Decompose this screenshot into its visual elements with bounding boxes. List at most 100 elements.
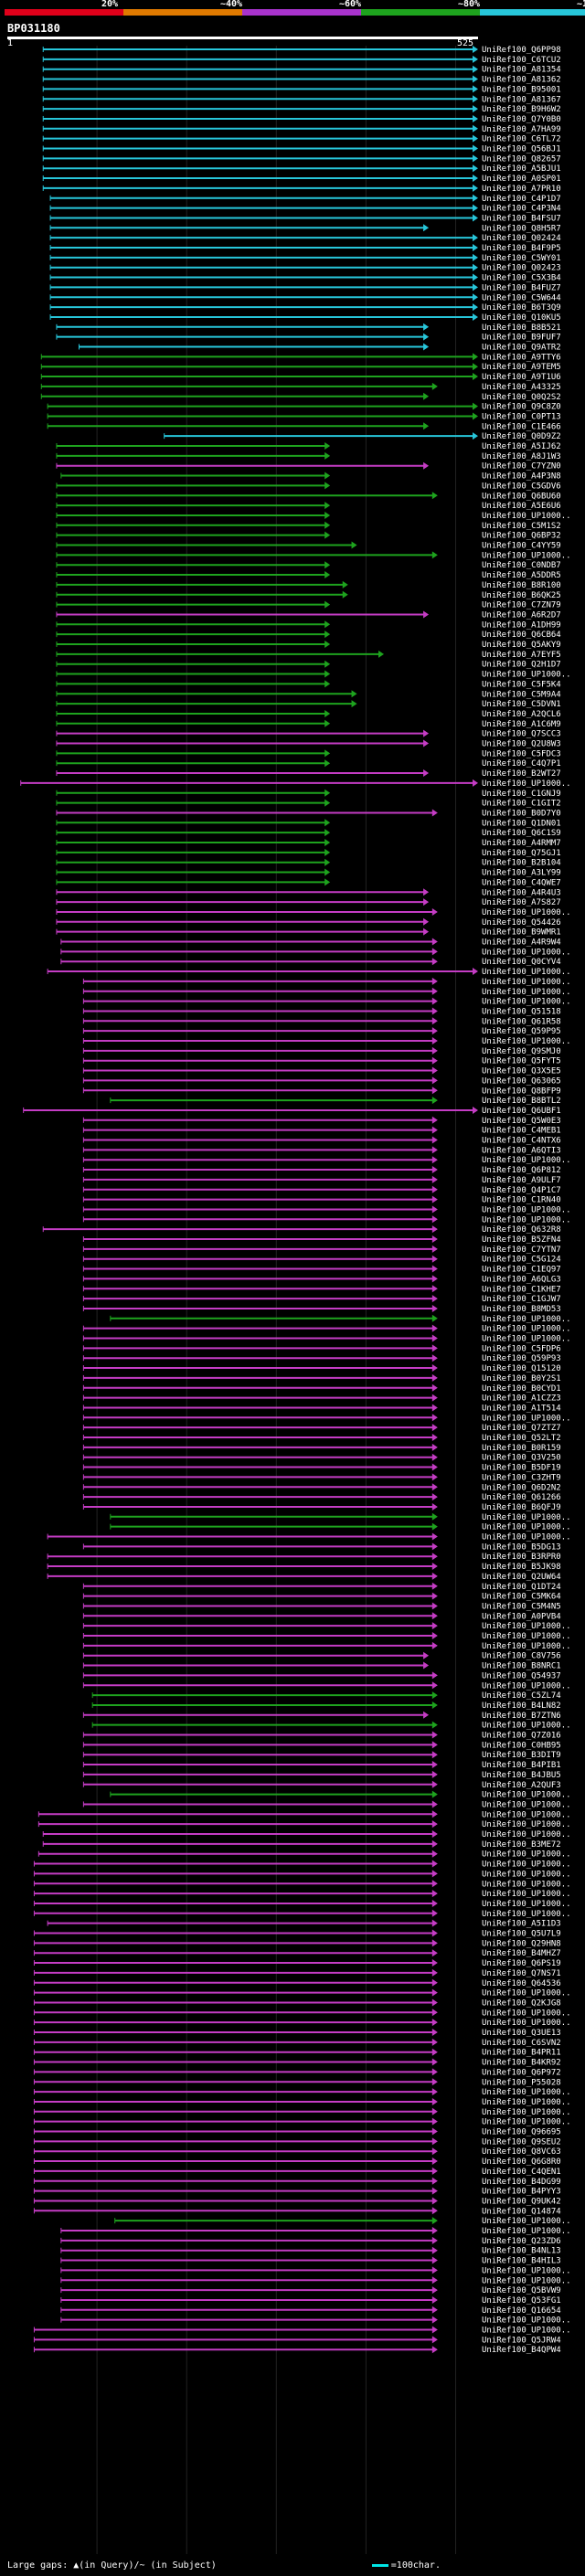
hit-row[interactable]: UniRef100_B6T3Q9 (49, 303, 561, 313)
hit-label[interactable]: UniRef100_C5ZL74 (482, 1691, 561, 1701)
hit-label[interactable]: UniRef100_UP1000.. (482, 1800, 571, 1809)
hit-label[interactable]: UniRef100_Q6PP98 (482, 46, 561, 55)
hit-row[interactable]: UniRef100_C7YZN0 (56, 461, 561, 472)
hit-label[interactable]: UniRef100_UP1000.. (482, 2088, 571, 2097)
hit-row[interactable]: UniRef100_B4PR11 (33, 2048, 561, 2058)
hit-label[interactable]: UniRef100_C5M4N5 (482, 1602, 561, 1611)
hit-row[interactable]: UniRef100_Q7NS71 (33, 1968, 561, 1978)
hit-label[interactable]: UniRef100_UP1000.. (482, 1533, 571, 1542)
hit-label[interactable]: UniRef100_A1CZZ3 (482, 1394, 561, 1404)
hit-label[interactable]: UniRef100_Q96695 (482, 2128, 561, 2137)
hit-label[interactable]: UniRef100_B4FSU7 (482, 214, 561, 223)
hit-label[interactable]: UniRef100_UP1000.. (482, 2009, 571, 2018)
hit-label[interactable]: UniRef100_C1EQ97 (482, 1266, 561, 1275)
hit-label[interactable]: UniRef100_Q56BJ1 (482, 145, 561, 154)
hit-label[interactable]: UniRef100_A1T514 (482, 1404, 561, 1413)
hit-label[interactable]: UniRef100_C5X3B4 (482, 274, 561, 283)
hit-label[interactable]: UniRef100_A5BJU1 (482, 164, 561, 174)
hit-label[interactable]: UniRef100_Q59P95 (482, 1027, 561, 1036)
hit-label[interactable]: UniRef100_C5FDC3 (482, 749, 561, 758)
hit-row[interactable]: UniRef100_B4FUZ7 (49, 283, 561, 292)
hit-label[interactable]: UniRef100_UP1000.. (482, 551, 571, 560)
hit-row[interactable]: UniRef100_UP1000.. (82, 1205, 571, 1214)
hit-label[interactable]: UniRef100_Q14874 (482, 2207, 561, 2216)
hit-label[interactable]: UniRef100_UP1000.. (482, 1335, 571, 1344)
hit-row[interactable]: UniRef100_Q6BU60 (56, 492, 561, 501)
hit-row[interactable]: UniRef100_UP1000.. (110, 1790, 571, 1800)
hit-label[interactable]: UniRef100_B3ME72 (482, 1840, 561, 1850)
hit-label[interactable]: UniRef100_Q51518 (482, 1007, 561, 1016)
hit-label[interactable]: UniRef100_Q02424 (482, 234, 561, 243)
hit-label[interactable]: UniRef100_C1RN40 (482, 1196, 561, 1205)
hit-label[interactable]: UniRef100_B6QFJ9 (482, 1503, 561, 1512)
hit-row[interactable]: UniRef100_UP1000.. (33, 2097, 571, 2107)
hit-label[interactable]: UniRef100_UP1000.. (482, 1989, 571, 1998)
hit-row[interactable]: UniRef100_Q15120 (82, 1364, 561, 1373)
hit-row[interactable]: UniRef100_Q52LT2 (82, 1434, 561, 1443)
hit-row[interactable]: UniRef100_C1E466 (47, 422, 561, 431)
hit-label[interactable]: UniRef100_C6TL72 (482, 135, 561, 144)
hit-row[interactable]: UniRef100_C5GDV6 (56, 482, 561, 491)
hit-row[interactable]: UniRef100_Q6D2N2 (82, 1483, 561, 1492)
hit-row[interactable]: UniRef100_A9ULF7 (82, 1175, 561, 1185)
hit-row[interactable]: UniRef100_Q1DT24 (82, 1582, 561, 1592)
hit-label[interactable]: UniRef100_A9ULF7 (482, 1176, 561, 1185)
hit-row[interactable]: UniRef100_C1EQ97 (82, 1265, 561, 1275)
hit-row[interactable]: UniRef100_B4NL13 (60, 2246, 561, 2256)
hit-label[interactable]: UniRef100_UP1000.. (482, 1622, 571, 1631)
hit-label[interactable]: UniRef100_UP1000.. (482, 779, 571, 789)
hit-row[interactable]: UniRef100_B8NRC1 (82, 1661, 561, 1671)
hit-label[interactable]: UniRef100_UP1000.. (482, 1890, 571, 1899)
hit-label[interactable]: UniRef100_A4RMM7 (482, 839, 561, 848)
hit-label[interactable]: UniRef100_A3LY99 (482, 869, 561, 878)
hit-label[interactable]: UniRef100_Q2H1D7 (482, 661, 561, 670)
hit-row[interactable]: UniRef100_A6R2D7 (56, 610, 561, 620)
hit-label[interactable]: UniRef100_Q9UK42 (482, 2197, 561, 2206)
hit-label[interactable]: UniRef100_B4JBU5 (482, 1771, 561, 1780)
hit-label[interactable]: UniRef100_B5DG13 (482, 1542, 561, 1552)
hit-row[interactable]: UniRef100_C1GNJ9 (56, 789, 561, 799)
hit-row[interactable]: UniRef100_C5M4N5 (82, 1602, 561, 1611)
hit-row[interactable]: UniRef100_P55028 (33, 2078, 561, 2087)
hit-row[interactable]: UniRef100_Q2UW64 (47, 1572, 561, 1582)
hit-label[interactable]: UniRef100_Q5W0E3 (482, 1117, 561, 1126)
hit-label[interactable]: UniRef100_A9TEM5 (482, 363, 561, 372)
hit-row[interactable]: UniRef100_UP1000.. (60, 948, 571, 957)
hit-label[interactable]: UniRef100_C8V756 (482, 1652, 561, 1661)
hit-row[interactable]: UniRef100_UP1000.. (82, 1641, 571, 1651)
hit-row[interactable]: UniRef100_UP1000.. (33, 2088, 571, 2097)
hit-row[interactable]: UniRef100_Q75GJ1 (56, 848, 561, 858)
hit-row[interactable]: UniRef100_A0SP01 (42, 175, 561, 184)
hit-label[interactable]: UniRef100_A4R9W4 (482, 938, 561, 948)
hit-row[interactable]: UniRef100_UP1000.. (33, 2107, 571, 2117)
hit-label[interactable]: UniRef100_C4YY59 (482, 542, 561, 551)
hit-row[interactable]: UniRef100_UP1000.. (82, 977, 571, 987)
hit-row[interactable]: UniRef100_C5M1S2 (56, 521, 561, 531)
hit-row[interactable]: UniRef100_UP1000.. (33, 2009, 571, 2018)
hit-label[interactable]: UniRef100_Q52LT2 (482, 1434, 561, 1443)
hit-row[interactable]: UniRef100_UP1000.. (33, 2326, 571, 2336)
hit-label[interactable]: UniRef100_Q8H5R7 (482, 224, 561, 233)
hit-row[interactable]: UniRef100_B8BTL2 (110, 1097, 561, 1106)
hit-label[interactable]: UniRef100_Q9C8Z0 (482, 403, 561, 412)
hit-label[interactable]: UniRef100_P55028 (482, 2078, 561, 2087)
hit-label[interactable]: UniRef100_B4FUZ7 (482, 283, 561, 292)
hit-row[interactable]: UniRef100_UP1000.. (82, 1414, 571, 1423)
hit-row[interactable]: UniRef100_C0NDB7 (56, 561, 561, 570)
hit-row[interactable]: UniRef100_UP1000.. (47, 968, 571, 977)
hit-label[interactable]: UniRef100_C6TCU2 (482, 56, 561, 65)
hit-label[interactable]: UniRef100_UP1000.. (482, 998, 571, 1007)
hit-row[interactable]: UniRef100_A81354 (42, 65, 561, 75)
hit-row[interactable]: UniRef100_Q56BJ1 (42, 144, 561, 154)
hit-row[interactable]: UniRef100_B4F9P5 (49, 244, 561, 253)
hit-label[interactable]: UniRef100_UP1000.. (482, 1880, 571, 1889)
hit-row[interactable]: UniRef100_Q59P95 (82, 1027, 561, 1036)
hit-row[interactable]: UniRef100_UP1000.. (33, 2019, 571, 2028)
hit-row[interactable]: UniRef100_UP1000.. (110, 1314, 571, 1324)
hit-row[interactable]: UniRef100_Q8VC63 (33, 2147, 561, 2157)
hit-row[interactable]: UniRef100_Q5FYT5 (82, 1056, 561, 1066)
hit-row[interactable]: UniRef100_Q9ATR2 (78, 343, 561, 353)
hit-label[interactable]: UniRef100_UP1000.. (482, 1900, 571, 1909)
hit-row[interactable]: UniRef100_Q7ZTZ7 (82, 1424, 561, 1433)
hit-row[interactable]: UniRef100_Q59P93 (82, 1354, 561, 1363)
